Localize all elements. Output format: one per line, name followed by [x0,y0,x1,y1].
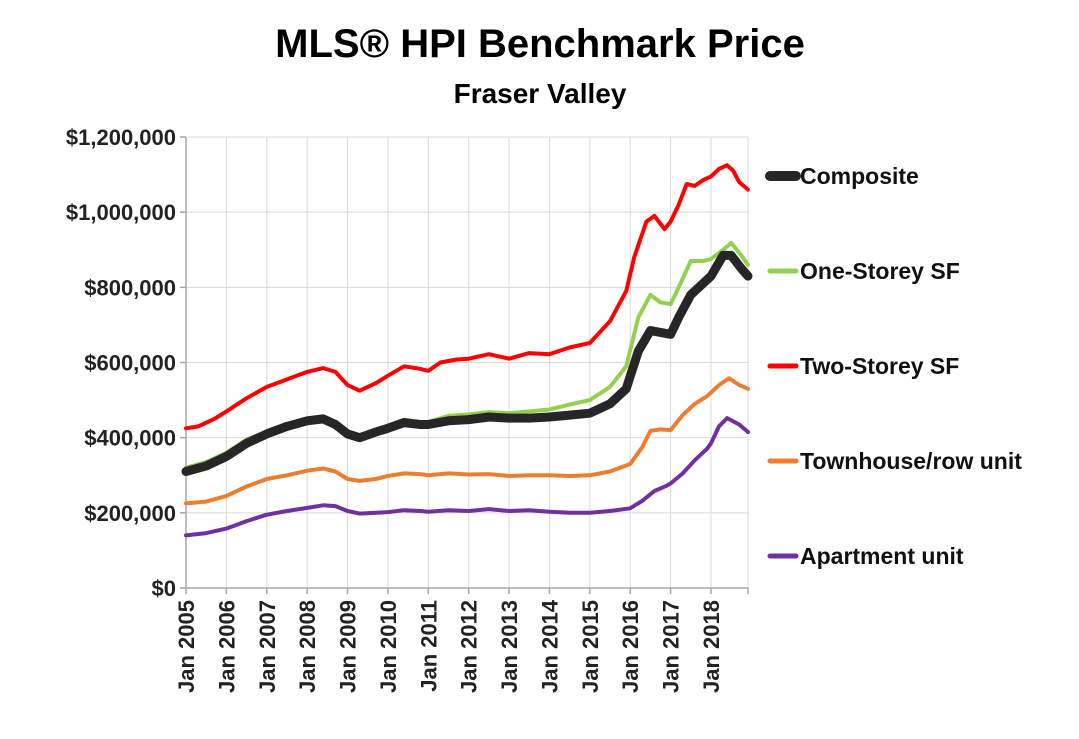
x-axis-tick-labels: Jan 2005 Jan 2006 Jan 2007 Jan 2008 Jan 2009… [174,599,724,693]
gridlines [186,136,749,588]
x-tick-label: Jan 2018 [699,600,724,693]
x-tick-label: Jan 2013 [497,600,522,693]
x-tick-label: Jan 2007 [255,600,280,693]
y-tick-label: $600,000 [84,351,176,376]
series-line-apartment-unit [184,416,750,538]
x-tick-label: Jan 2005 [174,600,199,693]
series-lines [181,163,753,538]
y-tick-label: $400,000 [84,426,176,451]
y-tick-label: $200,000 [84,501,176,526]
x-tick-label: Jan 2012 [457,600,482,693]
chart-title: MLS® HPI Benchmark Price [275,22,805,66]
x-tick-label: Jan 2008 [295,600,320,693]
x-tick-label: Jan 2015 [578,600,603,693]
legend-label-apartment-unit: Apartment unit [800,543,964,569]
series-line-composite [181,250,753,476]
x-tick-label: Jan 2011 [416,600,441,692]
x-tick-label: Jan 2016 [618,600,643,693]
y-tick-label: $1,000,000 [66,200,176,225]
x-tick-label: Jan 2010 [376,600,401,693]
x-tick-label: Jan 2006 [214,600,239,693]
legend-label-townhouse-row-unit: Townhouse/row unit [800,448,1022,474]
legend-label-composite: Composite [800,163,919,189]
legend: Composite One-Storey SF Two-Storey SF Townh… [765,163,1022,569]
x-tick-label: Jan 2009 [336,600,361,693]
legend-label-two-storey-sf: Two-Storey SF [800,353,959,379]
x-tick-label: Jan 2017 [659,600,684,693]
series-line-two-storey-sf [184,163,750,431]
y-axis-tick-labels: $0 $200,000 $400,000 $600,000 $800,000 $1,000… [66,125,176,601]
legend-label-one-storey-sf: One-Storey SF [800,258,960,284]
chart-subtitle: Fraser Valley [454,78,627,109]
x-tick-label: Jan 2014 [537,599,562,693]
y-tick-label: $0 [152,576,176,601]
y-tick-label: $1,200,000 [66,125,176,150]
axes [180,136,749,594]
series-line-townhouse-row-unit [184,376,750,506]
y-tick-label: $800,000 [84,275,176,300]
